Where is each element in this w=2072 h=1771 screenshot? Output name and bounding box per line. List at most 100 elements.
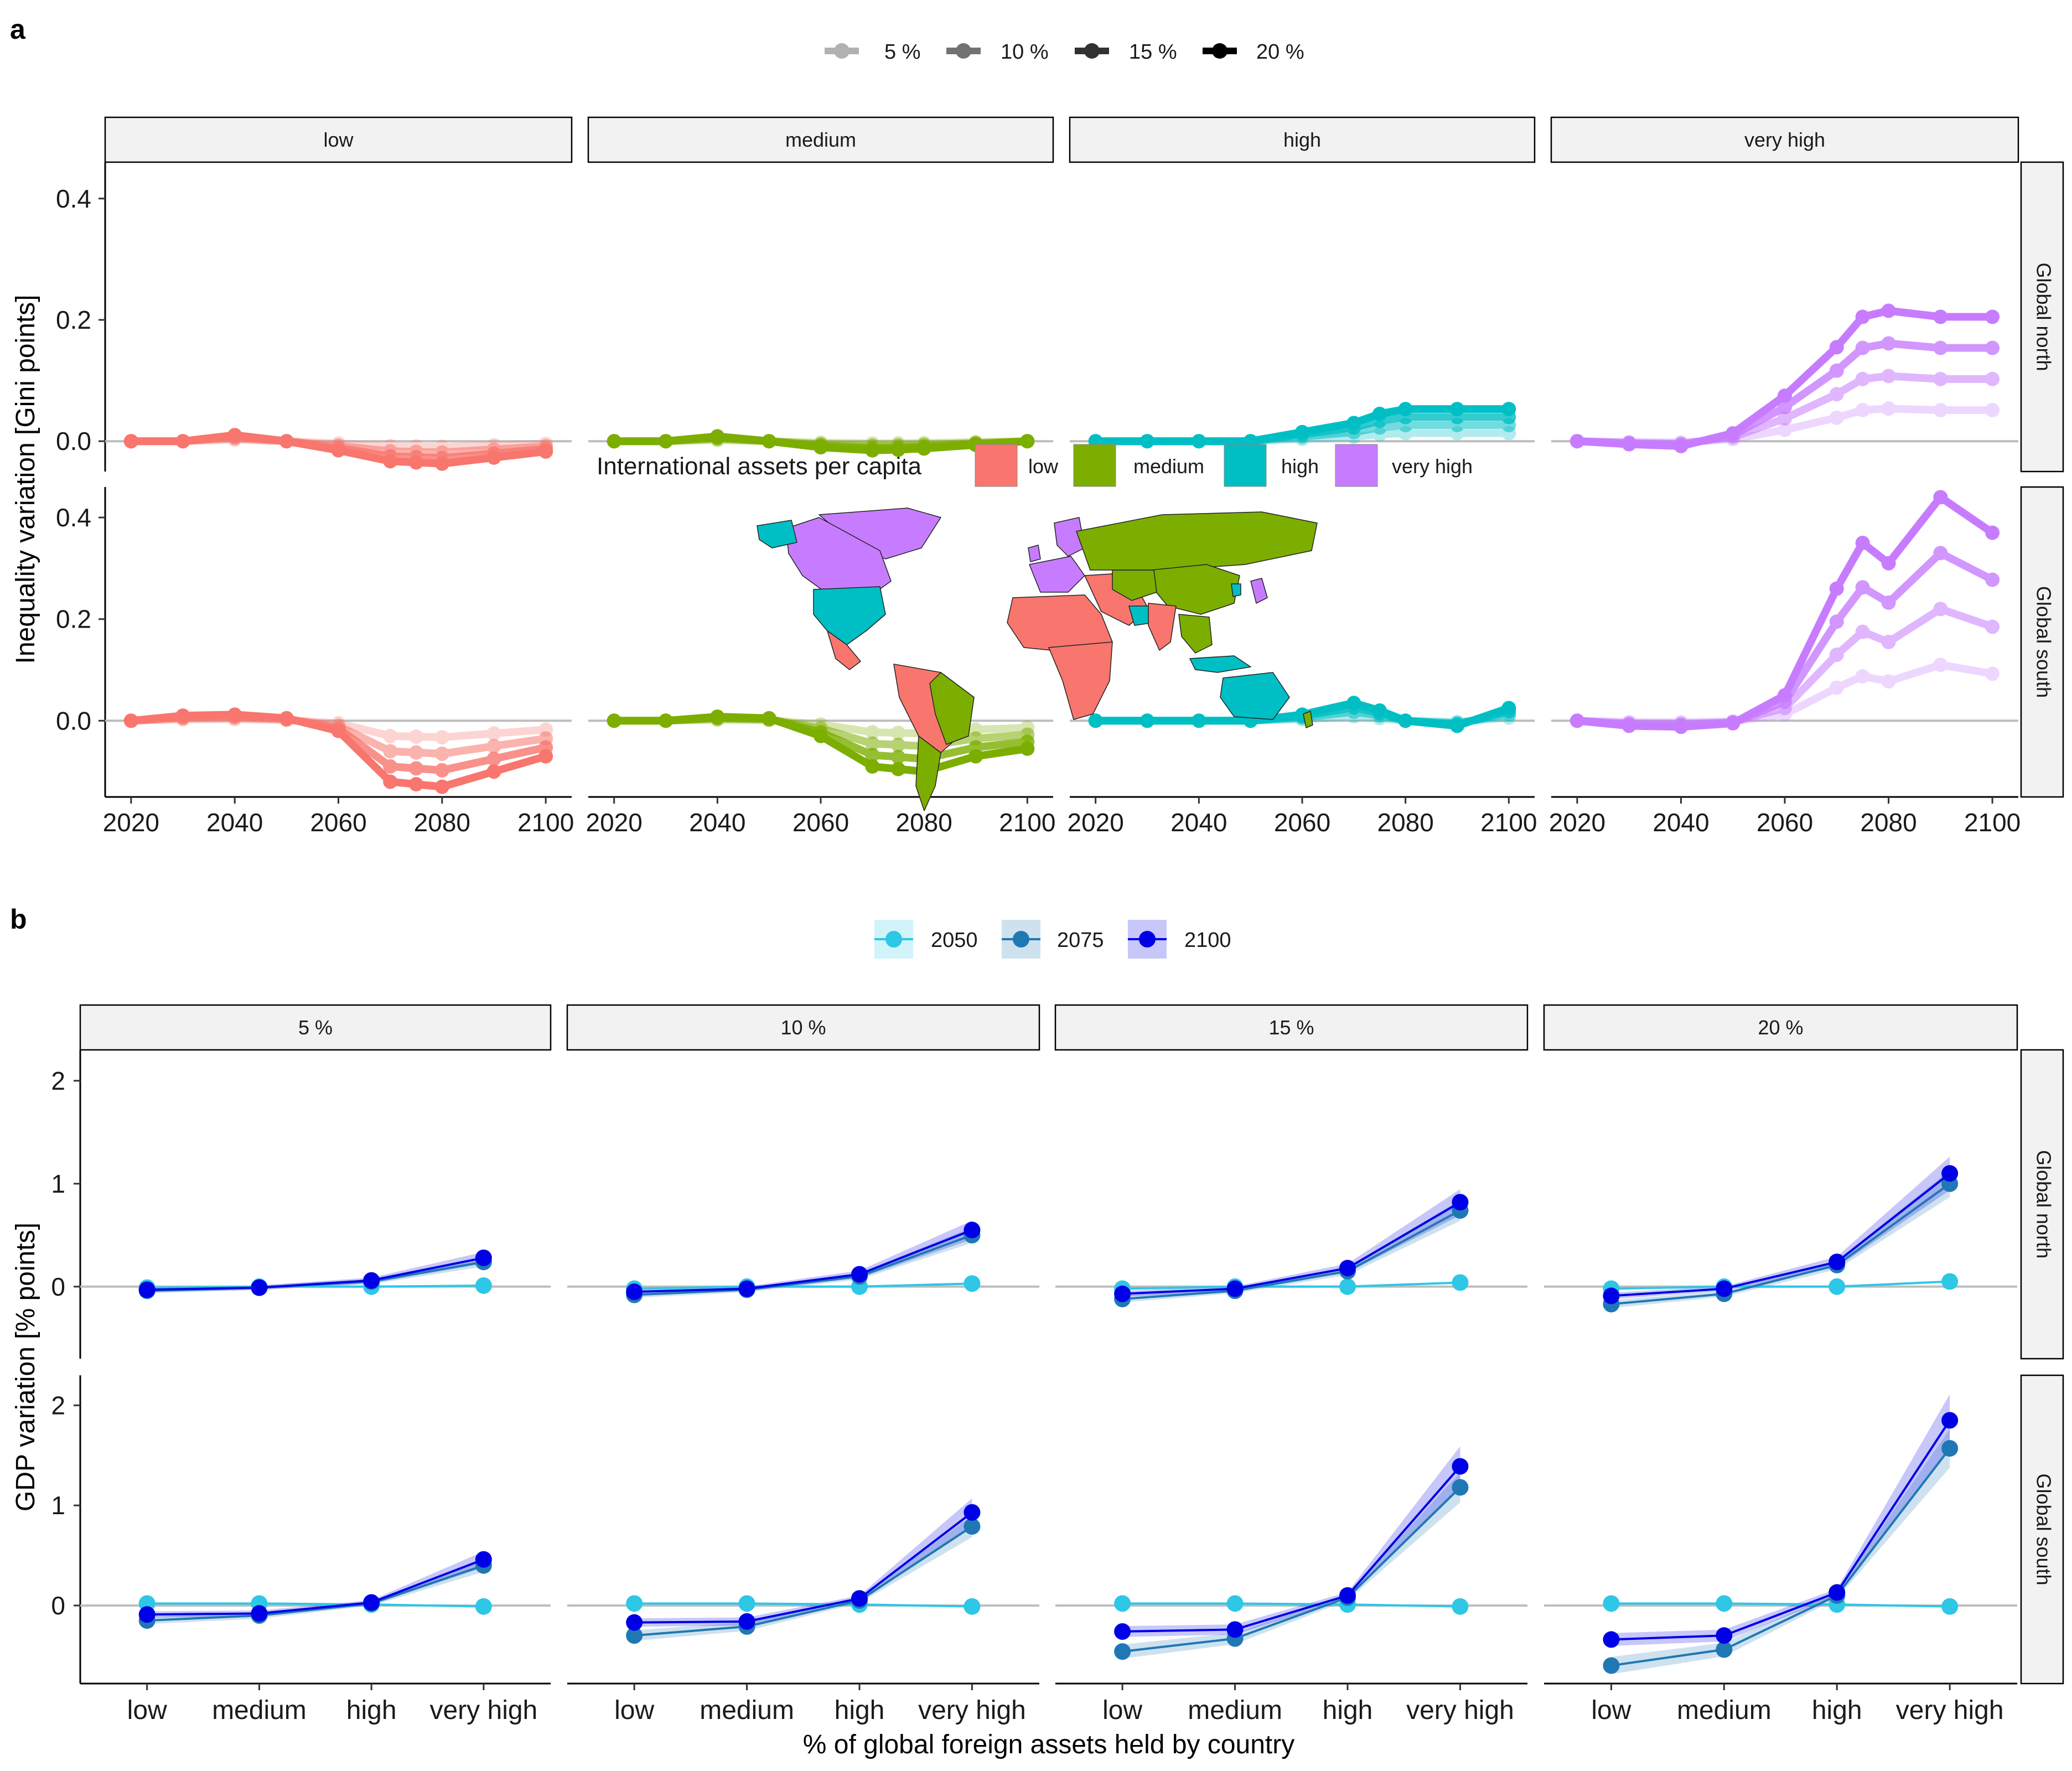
data-point (1933, 371, 1948, 386)
map-region-alaska (757, 520, 797, 548)
x-tick-label: low (127, 1696, 167, 1725)
y-tick-label: 2 (51, 1391, 65, 1420)
data-point (1716, 1280, 1733, 1297)
x-tick-label: low (1102, 1696, 1142, 1725)
data-point (486, 726, 501, 741)
x-tick-label: very high (1896, 1696, 2004, 1725)
row-strip-global-north (2020, 1049, 2064, 1360)
legend-dot (834, 43, 849, 59)
data-point (409, 455, 423, 470)
data-point (1933, 602, 1948, 617)
legend-b-dot-2050 (885, 931, 902, 947)
x-tick-label: very high (918, 1696, 1026, 1725)
x-tick-label: 2040 (689, 808, 745, 837)
facet-strip-10 (566, 1004, 1040, 1051)
world-map (757, 508, 1318, 811)
series-global-south-10-2050 (626, 1595, 981, 1615)
x-axis-title-b: % of global foreign assets held by count… (803, 1730, 1295, 1759)
row-strip-global-south (2020, 486, 2064, 798)
data-point (1569, 434, 1584, 449)
map-legend-swatch-medium (1073, 444, 1116, 487)
x-tick-label: 2040 (206, 808, 263, 837)
map-legend-swatch-very-high (1335, 444, 1378, 487)
data-point (1778, 400, 1792, 415)
panel-b-label: b (10, 904, 27, 935)
data-point (1855, 371, 1870, 386)
map-legend-swatch-low (975, 444, 1018, 487)
legend-a-key-15 (1075, 43, 1109, 59)
data-point (1829, 340, 1844, 355)
data-point (383, 774, 398, 789)
data-point (1855, 403, 1870, 418)
data-point (851, 1590, 868, 1607)
data-point (1452, 1479, 1469, 1496)
map-region-japan (1250, 578, 1268, 604)
x-tick-label: 2100 (1480, 808, 1537, 837)
series-global-north-10-2100 (626, 1221, 981, 1301)
data-point (434, 746, 449, 761)
data-point (1622, 718, 1636, 733)
y-tick-label: 1 (51, 1169, 65, 1198)
data-point (607, 434, 621, 449)
series-line (634, 1602, 972, 1608)
series-global-north-10-2075 (626, 1226, 981, 1303)
data-point (1941, 1412, 1959, 1429)
data-point (383, 728, 398, 743)
data-point (1985, 403, 2000, 418)
data-point (710, 709, 725, 724)
y-tick-label: 1 (51, 1491, 65, 1520)
x-tick-label: 2060 (310, 808, 366, 837)
series-line (1611, 1602, 1950, 1608)
series-line (147, 1558, 484, 1616)
data-point (1829, 680, 1844, 695)
data-point (1226, 1280, 1244, 1297)
data-point (1828, 1278, 1846, 1295)
map-region-southeast-asia (1178, 614, 1213, 654)
legend-a-key-20 (1203, 43, 1237, 59)
data-point (383, 759, 398, 774)
data-point (434, 779, 449, 794)
facet-strip-label-5: 5 % (298, 1016, 333, 1039)
map-region-india (1148, 603, 1177, 651)
data-point (1941, 1165, 1959, 1182)
data-point (762, 434, 776, 449)
x-tick-label: 2040 (1170, 808, 1227, 837)
data-point (1881, 595, 1896, 610)
x-tick-label: 2080 (414, 808, 470, 837)
data-point (1346, 696, 1361, 711)
data-point (1674, 719, 1688, 734)
data-point (1985, 572, 2000, 587)
data-point (1829, 647, 1844, 662)
series-line (634, 1511, 973, 1624)
data-point (891, 737, 905, 752)
facet-strip-medium (587, 116, 1054, 163)
map-region-australia (1220, 672, 1290, 720)
facet-strip-label-medium: medium (785, 128, 856, 151)
series-global-south-low-20 (123, 707, 553, 794)
map-region-russia (1076, 511, 1318, 571)
data-point (251, 1605, 268, 1622)
data-point (331, 443, 346, 458)
row-strip-label-global-south: Global south (2032, 1473, 2055, 1585)
data-point (1339, 1260, 1356, 1277)
series-global-south-20-2100 (1603, 1412, 1959, 1648)
data-point (1452, 1598, 1469, 1615)
data-point (1933, 657, 1948, 672)
series-line (1122, 1281, 1460, 1290)
series-global-south-5-2075 (138, 1557, 492, 1629)
data-point (891, 762, 905, 776)
data-point (486, 764, 501, 779)
series-line (1611, 1172, 1951, 1297)
data-point (1829, 410, 1844, 425)
data-point (279, 711, 294, 726)
map-legend-label-high: high (1281, 455, 1319, 478)
row-strip-global-south (2020, 1374, 2064, 1685)
legend-b-label-2100: 2100 (1184, 929, 1231, 952)
data-point (279, 434, 294, 449)
data-point (1088, 713, 1103, 728)
data-point (891, 749, 905, 764)
series-global-south-high-20 (1088, 696, 1516, 733)
data-point (1339, 1587, 1356, 1604)
legend-dot (1212, 43, 1227, 59)
